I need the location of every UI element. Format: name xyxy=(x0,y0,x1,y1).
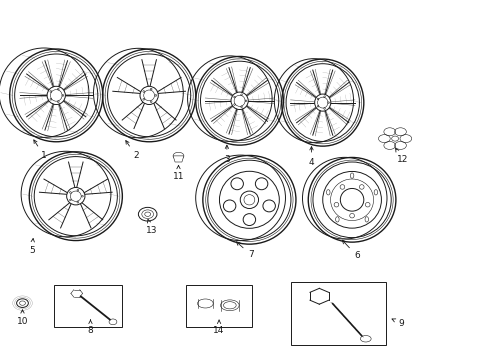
Text: 1: 1 xyxy=(34,140,47,160)
Bar xyxy=(54,285,122,327)
Ellipse shape xyxy=(47,86,65,104)
Ellipse shape xyxy=(66,188,85,205)
Text: 2: 2 xyxy=(125,141,139,160)
Ellipse shape xyxy=(173,152,183,159)
Ellipse shape xyxy=(230,92,248,109)
Ellipse shape xyxy=(314,94,330,111)
Text: 6: 6 xyxy=(342,240,359,260)
Polygon shape xyxy=(173,156,183,162)
Text: 9: 9 xyxy=(391,319,403,328)
Text: 14: 14 xyxy=(213,320,224,335)
Text: 8: 8 xyxy=(87,320,93,335)
Bar xyxy=(185,285,251,327)
Text: 4: 4 xyxy=(308,147,314,167)
Text: 11: 11 xyxy=(172,166,184,181)
Text: 12: 12 xyxy=(395,148,407,164)
Text: 3: 3 xyxy=(224,145,229,164)
Text: 10: 10 xyxy=(17,310,28,326)
Text: 5: 5 xyxy=(29,239,35,255)
Text: 7: 7 xyxy=(236,242,253,259)
Ellipse shape xyxy=(140,86,158,104)
Text: 13: 13 xyxy=(145,219,157,235)
Bar xyxy=(290,282,386,345)
